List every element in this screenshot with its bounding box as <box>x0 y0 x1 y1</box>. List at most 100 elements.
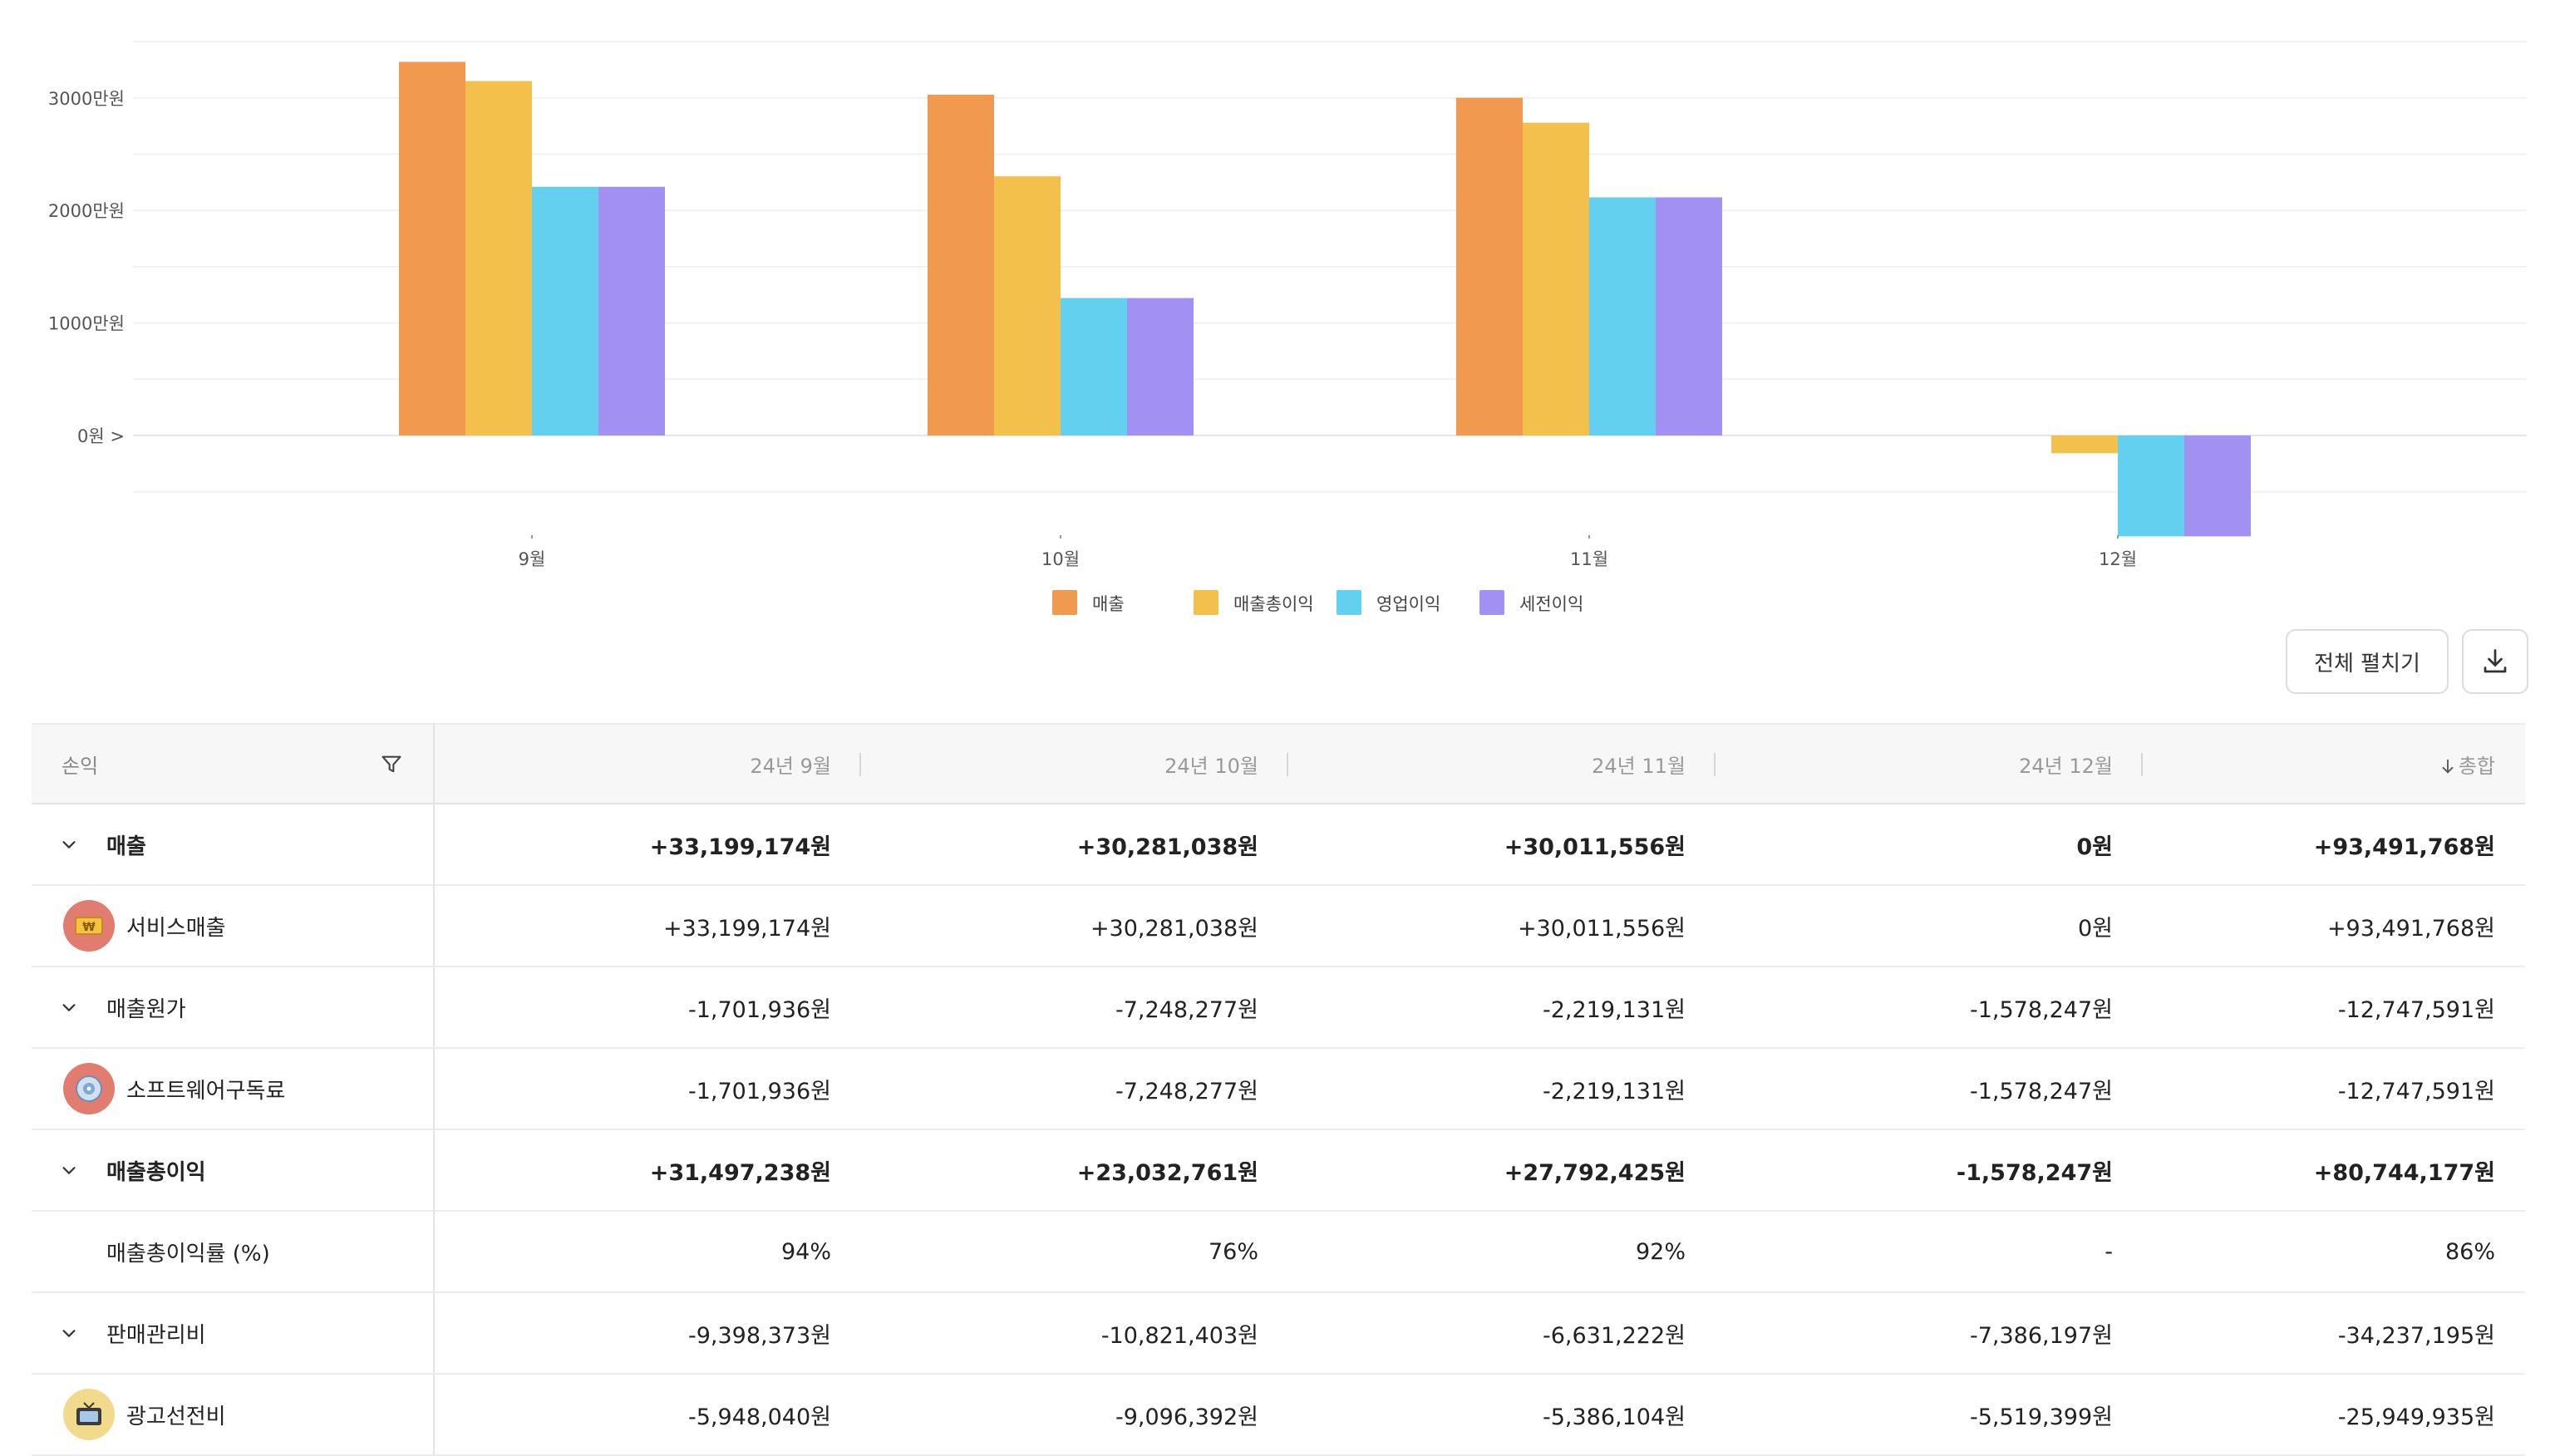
row-value-cell: -10,821,403원 <box>1100 1322 1258 1349</box>
row-label: 판매관리비 <box>106 1322 206 1348</box>
row-value-cell: - <box>2105 1238 2113 1265</box>
row-label-cell: 매출원가 <box>32 967 435 1048</box>
row-value-cell: -9,398,373원 <box>688 1322 831 1349</box>
row-value-cell: -5,386,104원 <box>1543 1404 1686 1430</box>
row-total-cell: +80,744,177원 <box>2313 1159 2495 1186</box>
row-value-cell: -1,578,247원 <box>1956 1159 2113 1186</box>
row-total-cell: 86% <box>2444 1238 2495 1265</box>
row-total-cell: -12,747,591원 <box>2337 1078 2495 1104</box>
row-value-cell: 0원 <box>2076 834 2113 860</box>
row-value-cell: +30,281,038원 <box>1076 834 1258 860</box>
row-label-cell: ₩ 서비스매출 <box>32 885 435 967</box>
x-tick-label: 11월 <box>1570 549 1608 569</box>
row-value-cell: +23,032,761원 <box>1076 1159 1258 1186</box>
disc-icon <box>63 1063 115 1114</box>
table-row[interactable]: 매출총이익 +31,497,238원 +23,032,761원 +27,792,425… <box>32 1129 2525 1211</box>
row-label-cell: 매출총이익률 (%) <box>32 1211 435 1292</box>
row-value-cell: 76% <box>1208 1238 1258 1265</box>
chevron-down-icon[interactable] <box>32 835 106 853</box>
row-label-cell: 소프트웨어구독료 <box>32 1048 435 1129</box>
bar-매출총이익-11월 <box>1523 122 1589 436</box>
chevron-down-icon[interactable] <box>32 1324 106 1342</box>
row-label: 매출총이익률 (%) <box>106 1241 270 1267</box>
sort-desc-icon <box>2442 759 2454 774</box>
header-month-9[interactable]: 24년 9월 <box>434 724 861 804</box>
row-label: 매출원가 <box>106 996 186 1022</box>
row-label: 서비스매출 <box>126 915 226 941</box>
expand-all-button[interactable]: 전체 펼치기 <box>2286 629 2449 694</box>
legend-label: 매출총이익 <box>1233 594 1314 614</box>
legend-label: 세전이익 <box>1519 594 1583 614</box>
y-tick-label: 1000만원 <box>48 314 125 334</box>
filter-icon[interactable] <box>380 753 403 776</box>
bar-매출총이익-10월 <box>994 176 1061 435</box>
bar-영업이익-11월 <box>1589 197 1656 436</box>
download-button[interactable] <box>2462 629 2528 694</box>
legend-label: 영업이익 <box>1376 594 1440 614</box>
x-tick-label: 10월 <box>1041 549 1080 569</box>
bar-매출총이익-12월 <box>2051 435 2118 454</box>
row-value-cell: -1,701,936원 <box>688 996 831 1023</box>
svg-text:₩: ₩ <box>82 921 96 934</box>
legend-label: 매출 <box>1092 594 1125 614</box>
won-bill-icon: ₩ <box>63 900 115 952</box>
table-row: 소프트웨어구독료 -1,701,936원 -7,248,277원 -2,219,131… <box>32 1048 2525 1129</box>
row-value-cell: -1,578,247원 <box>1970 996 2113 1023</box>
row-value-cell: -7,248,277원 <box>1115 996 1258 1023</box>
header-month-10[interactable]: 24년 10월 <box>861 724 1288 804</box>
table-row[interactable]: 매출원가 -1,701,936원 -7,248,277원 -2,219,131원 -1,… <box>32 967 2525 1048</box>
table-row: 광고선전비 -5,948,040원 -9,096,392원 -5,386,104원 -5… <box>32 1374 2525 1455</box>
bar-세전이익-10월 <box>1127 298 1194 435</box>
header-label: 손익 <box>62 754 99 778</box>
chart-legend: 매출 매출총이익 영업이익 세전이익 <box>1052 590 1583 615</box>
table-row[interactable]: 매출 +33,199,174원 +30,281,038원 +30,011,556원 0원… <box>32 804 2525 885</box>
y-tick-label: 3000만원 <box>48 89 125 109</box>
row-label: 매출 <box>106 834 146 859</box>
bar-매출-10월 <box>928 94 994 435</box>
row-value-cell: +30,281,038원 <box>1090 915 1258 942</box>
row-value-cell: 94% <box>780 1238 831 1265</box>
row-value-cell: -1,578,247원 <box>1970 1078 2113 1104</box>
x-tick-label: 9월 <box>519 549 546 569</box>
y-axis-labels: 0원 > 1000만원 2000만원 3000만원 <box>48 89 125 446</box>
tv-icon <box>63 1389 115 1440</box>
table-header-row: 손익 24년 9월 24년 10월 24년 11월 24년 12월 총합 <box>32 724 2525 804</box>
bar-영업이익-10월 <box>1061 298 1127 435</box>
row-value-cell: -2,219,131원 <box>1543 996 1686 1023</box>
row-label: 매출총이익 <box>106 1159 206 1185</box>
row-value-cell: -7,386,197원 <box>1970 1322 2113 1349</box>
bar-영업이익-12월 <box>2118 435 2184 537</box>
header-total[interactable]: 총합 <box>2143 724 2525 804</box>
row-value-cell: -1,701,936원 <box>688 1078 831 1104</box>
row-total-cell: +93,491,768원 <box>2326 915 2495 942</box>
legend-swatch <box>1337 590 1361 615</box>
table-row: ₩ 서비스매출 +33,199,174원 +30,281,038원 +30,011,55… <box>32 885 2525 967</box>
x-tick-label: 12월 <box>2099 549 2137 569</box>
row-value-cell: +31,497,238원 <box>649 1159 831 1186</box>
bar-매출-11월 <box>1456 97 1523 436</box>
y-tick-label: 0원 > <box>77 426 125 446</box>
chevron-down-icon[interactable] <box>32 1161 106 1179</box>
header-label-cell: 손익 <box>32 724 435 804</box>
legend-swatch <box>1052 590 1077 615</box>
header-month-11[interactable]: 24년 11월 <box>1288 724 1716 804</box>
row-value-cell: +30,011,556원 <box>1517 915 1686 942</box>
row-value-cell: +27,792,425원 <box>1504 1159 1686 1186</box>
row-value-cell: +33,199,174원 <box>662 915 831 942</box>
row-value-cell: -5,519,399원 <box>1970 1404 2113 1430</box>
chevron-down-icon[interactable] <box>32 998 106 1016</box>
row-value-cell: 92% <box>1635 1238 1686 1265</box>
row-label: 소프트웨어구독료 <box>126 1078 286 1104</box>
row-label-cell: 매출 <box>32 804 435 885</box>
row-value-cell: -7,248,277원 <box>1115 1078 1258 1104</box>
table-row: 매출총이익률 (%) 94% 76% 92% - 86% <box>32 1211 2525 1292</box>
row-label: 광고선전비 <box>126 1404 226 1429</box>
table-row[interactable]: 판매관리비 -9,398,373원 -10,821,403원 -6,631,222원 -… <box>32 1292 2525 1374</box>
row-value-cell: -9,096,392원 <box>1115 1404 1258 1430</box>
row-label-cell: 매출총이익 <box>32 1129 435 1211</box>
header-month-12[interactable]: 24년 12월 <box>1716 724 2143 804</box>
row-total-cell: -25,949,935원 <box>2337 1404 2495 1430</box>
row-value-cell: 0원 <box>2077 915 2113 942</box>
download-icon <box>2484 649 2507 673</box>
row-value-cell: -2,219,131원 <box>1543 1078 1686 1104</box>
